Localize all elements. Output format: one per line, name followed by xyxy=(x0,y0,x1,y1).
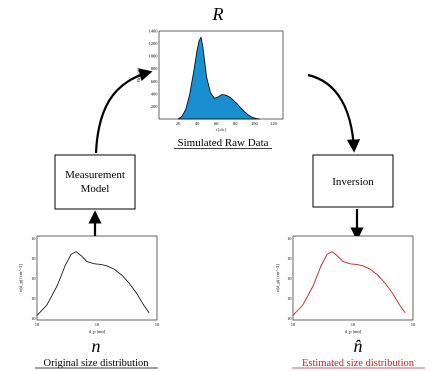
raw-data-y-tick: 1200 xyxy=(149,41,159,46)
original-caption: Original size distribution xyxy=(44,358,150,369)
estimated-ylabel: n(d_p) [cm^-3] xyxy=(275,264,280,292)
inversion-box xyxy=(312,154,394,208)
measurement-model-label-line1: Measurement xyxy=(65,169,125,181)
estimated-plot-frame xyxy=(292,235,414,321)
original-y-tick: 10 xyxy=(31,296,36,301)
arrow-raw-to-inversion xyxy=(307,73,361,153)
original-x-tick: 10 xyxy=(155,322,160,327)
original-y-tick: 10 xyxy=(31,236,36,241)
raw-data-y-tick: 1000 xyxy=(149,54,159,59)
raw-data-symbol: R xyxy=(212,4,224,24)
original-y-tick: 10 xyxy=(31,276,36,281)
original-x-tick: 10 xyxy=(35,322,40,327)
measurement-model-label-line2: Model xyxy=(81,183,110,195)
raw-data-x-tick: 40 xyxy=(195,121,200,126)
original-x-tick: 10 xyxy=(95,322,100,327)
original-y-tick: 10 xyxy=(31,256,36,261)
measurement-model-box xyxy=(54,154,136,210)
original-symbol: n xyxy=(92,336,101,356)
estimated-y-tick: 10 xyxy=(287,316,292,321)
estimated-y-tick: 10 xyxy=(287,256,292,261)
raw-data-x-tick: 20 xyxy=(176,121,181,126)
raw-data-y-tick: 400 xyxy=(151,91,159,96)
estimated-x-tick: 10 xyxy=(411,322,416,327)
estimated-y-tick: 10 xyxy=(287,276,292,281)
original-distribution-curve xyxy=(36,251,150,316)
estimated-x-tick: 10 xyxy=(351,322,356,327)
raw-data-x-tick: 100 xyxy=(251,121,259,126)
raw-data-x-tick: 80 xyxy=(233,121,238,126)
estimated-caption: Estimated size distribution xyxy=(302,358,415,369)
raw-data-x-tick: 60 xyxy=(214,121,219,126)
original-ylabel: n(d_p) [cm^-3] xyxy=(18,264,23,292)
raw-data-y-tick: 200 xyxy=(151,104,159,109)
raw-data-area xyxy=(177,36,261,120)
estimated-y-tick: 10 xyxy=(287,296,292,301)
original-plot-frame xyxy=(36,235,158,321)
raw-data-y-tick: 800 xyxy=(151,66,159,71)
raw-data-caption: Simulated Raw Data xyxy=(177,137,268,149)
raw-data-chart: 20 40 60 80 100 120 200400600800100012001400 … xyxy=(136,29,284,132)
estimated-xlabel: d_p [nm] xyxy=(345,329,362,334)
estimated-distribution-curve xyxy=(292,251,406,316)
arrow-measurement-to-raw xyxy=(94,68,153,154)
raw-data-y-tick: 1400 xyxy=(149,29,159,34)
raw-data-xlabel: t [ch.] xyxy=(216,127,227,132)
estimated-x-tick: 10 xyxy=(291,322,296,327)
estimated-y-tick: 10 xyxy=(287,236,292,241)
estimated-symbol: n̂ xyxy=(354,336,363,356)
inversion-label: Inversion xyxy=(332,176,374,188)
raw-data-y-tick: 600 xyxy=(151,79,159,84)
raw-data-x-tick: 120 xyxy=(270,121,278,126)
original-y-tick: 10 xyxy=(31,316,36,321)
original-xlabel: d_p [nm] xyxy=(89,329,106,334)
